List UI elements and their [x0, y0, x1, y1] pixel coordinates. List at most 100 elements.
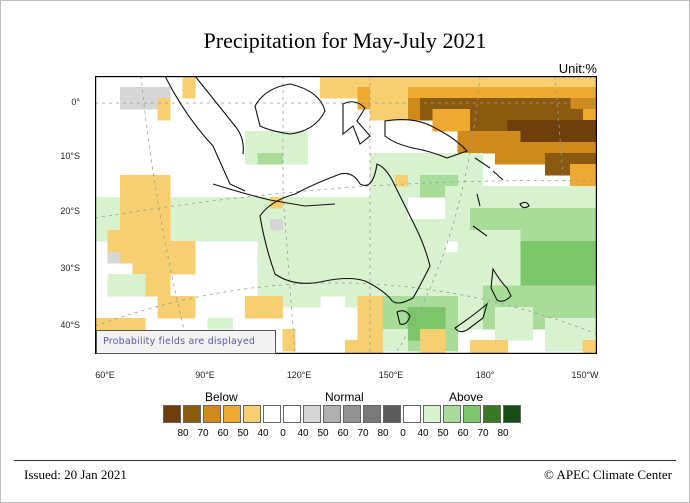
prob-cell [270, 263, 283, 275]
legend-tick: 0 [280, 428, 286, 439]
prob-cell [232, 208, 246, 220]
prob-cell [382, 153, 396, 165]
prob-cell [245, 296, 258, 308]
prob-cell [570, 98, 583, 110]
prob-cell [482, 98, 496, 110]
prob-cell [420, 285, 433, 297]
prob-cell [582, 175, 596, 187]
prob-cell [482, 219, 496, 231]
prob-cell [457, 307, 471, 319]
unit-label: Unit:% [558, 61, 597, 76]
prob-cell [157, 296, 171, 308]
prob-cell [532, 76, 546, 88]
prob-cell [95, 230, 108, 242]
prob-cell [145, 87, 158, 99]
prob-cell [432, 340, 446, 352]
map-border [95, 76, 597, 354]
prob-cell [532, 318, 546, 330]
prob-cell [107, 274, 121, 286]
prob-cell [182, 219, 196, 231]
prob-cell [482, 186, 496, 198]
prob-cell [320, 252, 333, 264]
prob-cell [370, 296, 383, 308]
prob-cell [282, 252, 296, 264]
prob-cell [507, 318, 521, 330]
legend-tick: 60 [337, 428, 349, 439]
prob-cell [245, 219, 258, 231]
prob-cell [382, 76, 396, 88]
prob-cell [495, 274, 508, 286]
prob-cell [132, 285, 146, 297]
prob-cell [407, 76, 421, 88]
prob-cell [120, 219, 133, 231]
prob-cell [582, 241, 596, 253]
prob-cell [370, 318, 383, 330]
prob-cell [132, 87, 146, 99]
prob-cell [482, 296, 496, 308]
prob-cell [407, 153, 421, 165]
graticule-line [282, 76, 296, 354]
prob-cell [120, 230, 133, 242]
prob-cell [345, 274, 358, 286]
prob-cell [570, 307, 583, 319]
prob-cell [445, 164, 458, 176]
prob-cell [407, 329, 421, 341]
prob-cell [295, 131, 308, 143]
prob-cell [95, 318, 108, 330]
legend-swatch [263, 405, 281, 423]
prob-cell [220, 230, 233, 242]
lon-label: 150°E [378, 370, 404, 380]
prob-cell [582, 296, 596, 308]
prob-cell [182, 252, 196, 264]
prob-cell [382, 219, 396, 231]
prob-cell [520, 296, 533, 308]
prob-cell [282, 274, 296, 286]
prob-cell [320, 76, 333, 88]
prob-cell [345, 252, 358, 264]
prob-cell [370, 219, 383, 231]
prob-cell [407, 186, 421, 198]
prob-cell [382, 109, 396, 121]
prob-cell [445, 175, 458, 187]
prob-cell [470, 296, 483, 308]
prob-cell [470, 87, 483, 99]
prob-cell [407, 340, 421, 352]
prob-cell [507, 87, 521, 99]
prob-cell [407, 164, 421, 176]
prob-cell [457, 252, 471, 264]
prob-cell [95, 219, 108, 231]
prob-cell [570, 120, 583, 132]
prob-cell [420, 186, 433, 198]
prob-cell [407, 241, 421, 253]
prob-cell [470, 241, 483, 253]
prob-cell [420, 230, 433, 242]
prob-cell [120, 208, 133, 220]
prob-cell [482, 351, 496, 354]
prob-cell [420, 164, 433, 176]
prob-cell [445, 120, 458, 132]
prob-cell [457, 296, 471, 308]
prob-cell [382, 263, 396, 275]
prob-cell [182, 307, 196, 319]
prob-cell [420, 329, 433, 341]
prob-cell [182, 263, 196, 275]
prob-cell [445, 76, 458, 88]
prob-cell [270, 307, 283, 319]
prob-cell [357, 241, 371, 253]
prob-cell [382, 208, 396, 220]
prob-cell [282, 219, 296, 231]
prob-cell [270, 153, 283, 165]
prob-cell [570, 230, 583, 242]
prob-cell [345, 230, 358, 242]
prob-cell [345, 263, 358, 275]
prob-cell [495, 263, 508, 275]
prob-cell [407, 296, 421, 308]
prob-cell [482, 230, 496, 242]
prob-cell [545, 263, 558, 275]
prob-cell [407, 98, 421, 110]
prob-cell [357, 87, 371, 99]
prob-cell [557, 340, 571, 352]
prob-cell [507, 274, 521, 286]
prob-cell [395, 76, 408, 88]
legend-swatch [463, 405, 481, 423]
